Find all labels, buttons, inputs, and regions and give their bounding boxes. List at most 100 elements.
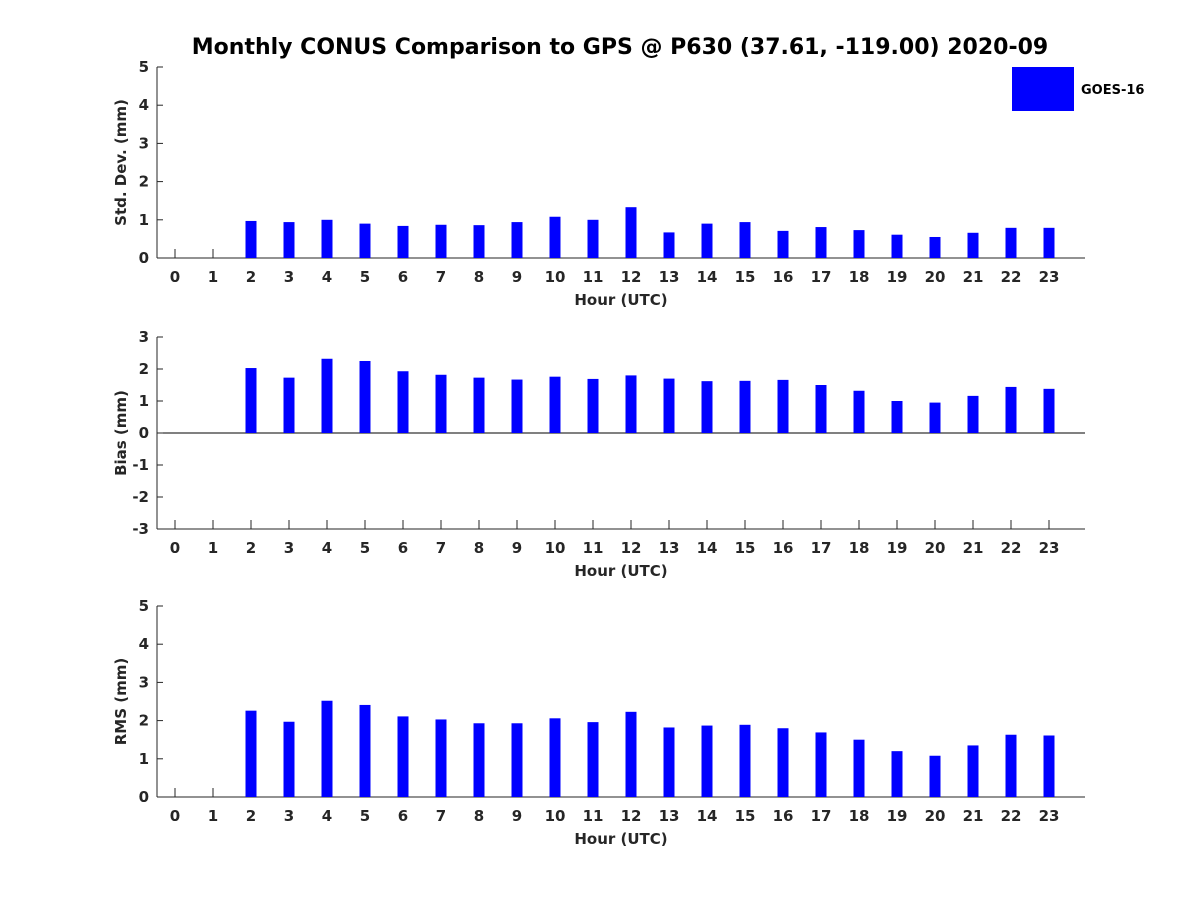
bar-hour-15	[739, 724, 751, 797]
bar-hour-3	[283, 377, 295, 433]
bar-hour-14	[701, 725, 713, 797]
x-tick-label: 12	[621, 268, 642, 286]
bar-hour-20	[929, 402, 941, 433]
bar-hour-10	[549, 376, 561, 433]
y-tick-label: 5	[139, 597, 149, 615]
bar-hour-7	[435, 224, 447, 258]
y-tick-label: 1	[139, 211, 149, 229]
bar-hour-11	[587, 219, 599, 258]
x-axis-label: Hour (UTC)	[574, 291, 667, 309]
x-tick-label: 20	[925, 539, 946, 557]
y-tick-label: 3	[139, 328, 149, 346]
x-tick-label: 11	[583, 807, 604, 825]
y-axis-label: Bias (mm)	[112, 390, 130, 476]
x-tick-label: 7	[436, 539, 446, 557]
x-tick-label: 19	[887, 807, 908, 825]
x-tick-label: 23	[1039, 268, 1060, 286]
bar-hour-12	[625, 711, 637, 797]
bar-hour-9	[511, 379, 523, 433]
x-tick-label: 17	[811, 539, 832, 557]
x-tick-label: 19	[887, 268, 908, 286]
x-tick-label: 6	[398, 807, 408, 825]
x-tick-label: 4	[322, 539, 332, 557]
y-axis-label: RMS (mm)	[112, 658, 130, 745]
bar-hour-15	[739, 222, 751, 258]
y-tick-label: 2	[139, 173, 149, 191]
bar-hour-5	[359, 704, 371, 797]
x-tick-label: 2	[246, 539, 256, 557]
x-tick-label: 3	[284, 268, 294, 286]
y-tick-label: 2	[139, 712, 149, 730]
bar-hour-8	[473, 723, 485, 797]
bar-hour-9	[511, 723, 523, 797]
bar-hour-11	[587, 722, 599, 797]
y-axis-label: Std. Dev. (mm)	[112, 99, 130, 226]
bar-hour-22	[1005, 734, 1017, 797]
bar-hour-6	[397, 225, 409, 258]
bar-hour-10	[549, 718, 561, 797]
x-tick-label: 13	[659, 539, 680, 557]
x-tick-label: 1	[208, 268, 218, 286]
x-tick-label: 0	[170, 268, 180, 286]
bar-hour-16	[777, 379, 789, 433]
bar-hour-21	[967, 232, 979, 258]
bar-hour-13	[663, 727, 675, 797]
bar-hour-6	[397, 371, 409, 433]
bar-hour-22	[1005, 227, 1017, 258]
bar-hour-2	[245, 710, 257, 797]
x-tick-label: 18	[849, 268, 870, 286]
x-tick-label: 6	[398, 268, 408, 286]
bar-hour-17	[815, 227, 827, 258]
x-tick-label: 9	[512, 268, 522, 286]
y-tick-label: -2	[132, 488, 149, 506]
x-tick-label: 15	[735, 539, 756, 557]
bar-hour-4	[321, 219, 333, 258]
x-tick-label: 14	[697, 268, 718, 286]
y-tick-label: 0	[139, 788, 149, 806]
x-tick-label: 4	[322, 807, 332, 825]
x-tick-label: 1	[208, 807, 218, 825]
x-tick-label: 23	[1039, 539, 1060, 557]
x-tick-label: 20	[925, 268, 946, 286]
bar-hour-19	[891, 751, 903, 797]
y-tick-label: 3	[139, 673, 149, 691]
y-tick-label: 2	[139, 360, 149, 378]
x-tick-label: 3	[284, 539, 294, 557]
bar-hour-23	[1043, 227, 1055, 258]
y-tick-label: -3	[132, 520, 149, 538]
x-tick-label: 16	[773, 539, 794, 557]
bar-hour-6	[397, 716, 409, 797]
x-tick-label: 22	[1001, 807, 1022, 825]
bar-hour-16	[777, 230, 789, 258]
y-tick-label: 5	[139, 58, 149, 76]
bar-hour-23	[1043, 735, 1055, 797]
bar-hour-19	[891, 234, 903, 258]
bar-hour-14	[701, 223, 713, 258]
x-tick-label: 15	[735, 268, 756, 286]
bar-hour-19	[891, 401, 903, 433]
x-tick-label: 21	[963, 539, 984, 557]
x-axis-label: Hour (UTC)	[574, 562, 667, 580]
x-tick-label: 21	[963, 807, 984, 825]
x-tick-label: 1	[208, 539, 218, 557]
x-tick-label: 19	[887, 539, 908, 557]
y-tick-label: 1	[139, 750, 149, 768]
x-tick-label: 11	[583, 268, 604, 286]
chart-title: Monthly CONUS Comparison to GPS @ P630 (…	[192, 35, 1048, 60]
bar-hour-7	[435, 719, 447, 797]
bar-hour-21	[967, 745, 979, 797]
x-tick-label: 0	[170, 539, 180, 557]
bar-hour-8	[473, 377, 485, 433]
bar-hour-13	[663, 232, 675, 258]
bar-hour-16	[777, 728, 789, 797]
bar-hour-12	[625, 207, 637, 258]
bar-hour-9	[511, 222, 523, 258]
x-tick-label: 8	[474, 807, 484, 825]
x-tick-label: 6	[398, 539, 408, 557]
x-tick-label: 22	[1001, 268, 1022, 286]
bar-hour-3	[283, 721, 295, 797]
